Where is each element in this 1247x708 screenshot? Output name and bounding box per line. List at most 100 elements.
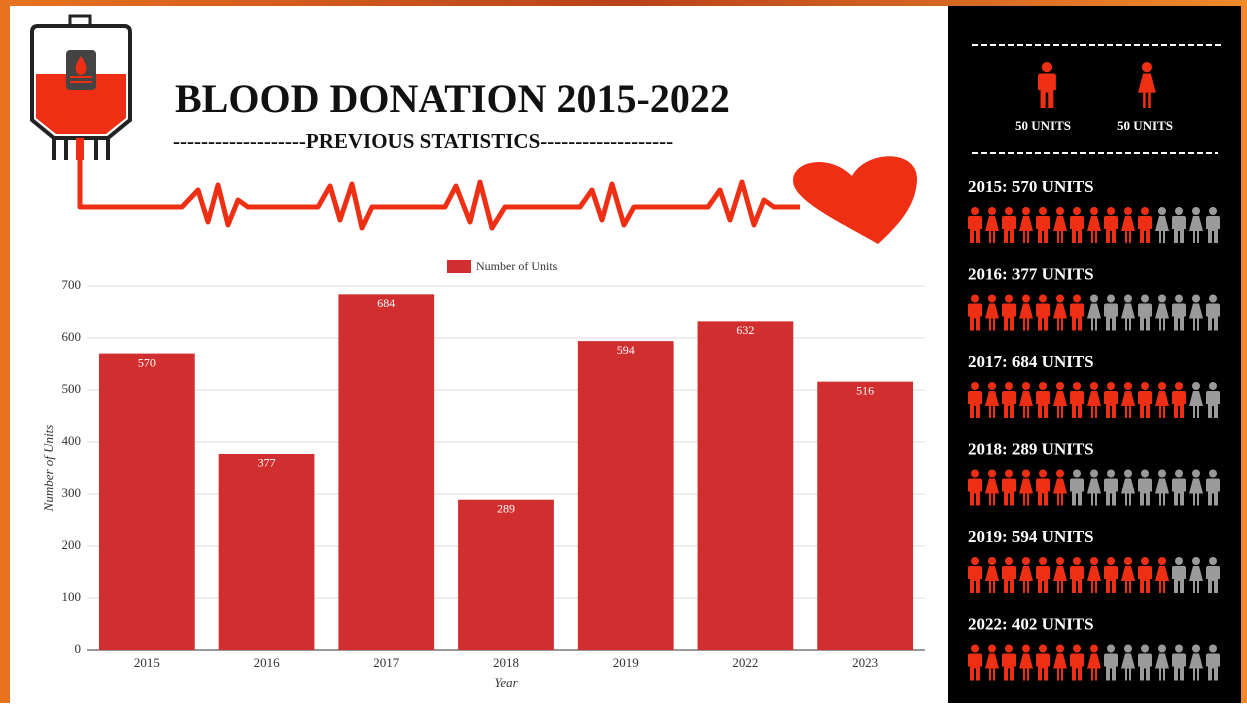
icon-body — [1002, 303, 1016, 331]
icon-body — [968, 303, 982, 331]
icon-head — [1192, 294, 1200, 303]
icon-body — [968, 653, 982, 681]
icon-body — [1104, 566, 1118, 593]
icon-head — [1158, 557, 1166, 565]
ecg-line — [77, 160, 800, 231]
icon-head — [988, 469, 996, 478]
icon-head — [1124, 382, 1132, 390]
icon-head — [1022, 469, 1030, 478]
icon-body — [1121, 566, 1135, 593]
data-label: 570 — [138, 355, 156, 369]
icon-head — [1107, 207, 1115, 215]
icon-body — [1087, 391, 1101, 418]
icon-head — [1141, 644, 1149, 653]
legend-label: Number of Units — [476, 259, 558, 273]
icon-head — [1141, 469, 1149, 478]
icon-body — [1172, 303, 1186, 331]
female-icon — [1087, 207, 1101, 243]
female-icon — [1189, 294, 1203, 331]
icon-head — [971, 382, 979, 390]
icon-body — [1189, 566, 1203, 593]
heart-icon — [792, 156, 918, 244]
female-icon — [1053, 557, 1067, 593]
icon-body — [1155, 303, 1169, 331]
icon-body — [1019, 303, 1033, 331]
icon-body — [1002, 478, 1016, 506]
female-icon — [1189, 382, 1203, 418]
icon-head — [1158, 207, 1166, 215]
female-icon — [1155, 294, 1169, 331]
male-icon — [968, 644, 982, 681]
icon-head — [1175, 294, 1183, 303]
y-tick-label: 500 — [62, 381, 82, 396]
row-label: 2015: 570 UNITS — [968, 177, 1094, 196]
x-tick-label: 2017 — [373, 655, 400, 670]
icon-head — [1175, 469, 1183, 478]
icon-head — [1158, 382, 1166, 390]
male-icon — [968, 207, 982, 243]
bar — [577, 341, 674, 650]
row-label: 2018: 289 UNITS — [968, 439, 1094, 458]
icon-head — [1124, 644, 1132, 653]
icon-body — [1019, 653, 1033, 681]
icon-head — [988, 382, 996, 390]
icon-head — [1039, 469, 1047, 478]
female-icon — [1053, 207, 1067, 243]
legend-label: 50 UNITS — [1015, 118, 1071, 133]
icon-body — [1172, 478, 1186, 506]
icon-body — [1002, 391, 1016, 418]
blood-bag-icon — [30, 14, 132, 160]
icon-body — [1053, 653, 1067, 681]
icon-body — [1172, 653, 1186, 681]
icon-body — [1155, 566, 1169, 593]
female-icon — [1155, 382, 1169, 418]
icon-body — [1121, 653, 1135, 681]
y-tick-label: 700 — [62, 277, 82, 292]
icon-head — [1056, 469, 1064, 478]
female-icon — [1121, 644, 1135, 681]
icon-head — [1056, 644, 1064, 653]
male-icon — [1172, 207, 1186, 243]
male-icon — [1038, 62, 1056, 108]
female-icon — [1189, 557, 1203, 593]
icon-head — [1209, 557, 1217, 565]
icon-head — [988, 207, 996, 215]
icon-head — [1039, 382, 1047, 390]
icon-head — [971, 469, 979, 478]
icon-head — [1124, 207, 1132, 215]
male-icon — [1070, 207, 1084, 243]
male-icon — [1104, 294, 1118, 331]
icon-head — [1209, 382, 1217, 390]
female-icon — [1087, 382, 1101, 418]
icon-body — [1189, 653, 1203, 681]
male-icon — [1206, 294, 1220, 331]
female-icon — [1121, 557, 1135, 593]
female-icon — [1155, 644, 1169, 681]
icon-head — [971, 294, 979, 303]
icon-head — [1056, 294, 1064, 303]
male-icon — [1104, 644, 1118, 681]
data-label: 516 — [856, 383, 874, 397]
icon-body — [1206, 478, 1220, 506]
icon-body — [1189, 303, 1203, 331]
icon-body — [1104, 303, 1118, 331]
female-icon — [1087, 644, 1101, 681]
icon-head — [1107, 557, 1115, 565]
icon-head — [1141, 207, 1149, 215]
x-tick-label: 2015 — [134, 655, 160, 670]
data-label: 632 — [736, 323, 754, 337]
icon-head — [1141, 557, 1149, 565]
icon-head — [1209, 469, 1217, 478]
female-icon — [1155, 557, 1169, 593]
icon-body — [985, 566, 999, 593]
icon-head — [1192, 557, 1200, 565]
icon-head — [1158, 644, 1166, 653]
legend-swatch — [447, 260, 471, 273]
icon-body — [1036, 391, 1050, 418]
icon-head — [1073, 207, 1081, 215]
row-label: 2017: 684 UNITS — [968, 352, 1094, 371]
icon-head — [1039, 207, 1047, 215]
icon-body — [1019, 391, 1033, 418]
male-icon — [1002, 382, 1016, 418]
male-icon — [968, 469, 982, 506]
